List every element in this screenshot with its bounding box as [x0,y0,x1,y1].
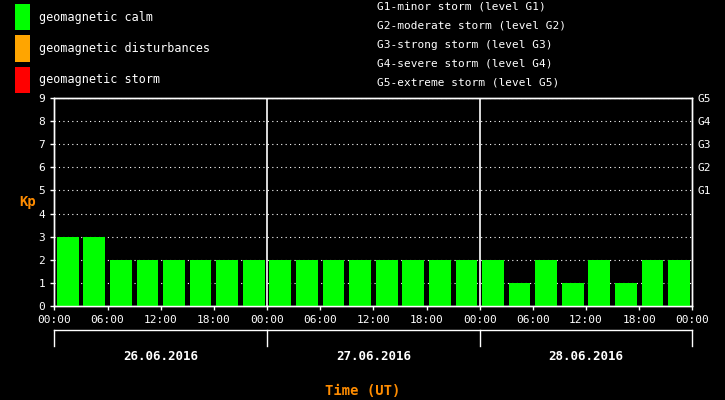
Text: G2-moderate storm (level G2): G2-moderate storm (level G2) [377,21,566,31]
Bar [429,260,451,306]
Text: G5-extreme storm (level G5): G5-extreme storm (level G5) [377,78,559,88]
Bar [668,260,690,306]
Bar [642,260,663,306]
Text: 28.06.2016: 28.06.2016 [549,350,624,363]
Bar [190,260,212,306]
Text: 26.06.2016: 26.06.2016 [123,350,198,363]
Bar [323,260,344,306]
Bar [14,35,30,62]
Bar [376,260,397,306]
Bar [562,283,584,306]
Bar [270,260,291,306]
Text: G1-minor storm (level G1): G1-minor storm (level G1) [377,2,546,12]
Bar [110,260,132,306]
Text: geomagnetic calm: geomagnetic calm [39,11,153,24]
Text: 27.06.2016: 27.06.2016 [336,350,411,363]
Bar [482,260,504,306]
Bar [136,260,158,306]
Bar [509,283,531,306]
Bar [216,260,238,306]
Bar [83,237,105,306]
Text: G4-severe storm (level G4): G4-severe storm (level G4) [377,59,552,69]
Bar [14,67,30,93]
Bar [14,4,30,30]
Text: geomagnetic disturbances: geomagnetic disturbances [39,42,210,55]
Bar [243,260,265,306]
Text: geomagnetic storm: geomagnetic storm [39,74,160,86]
Bar [535,260,557,306]
Text: G3-strong storm (level G3): G3-strong storm (level G3) [377,40,552,50]
Bar [163,260,185,306]
Bar [615,283,637,306]
Bar [589,260,610,306]
Bar [296,260,318,306]
Bar [455,260,477,306]
Bar [402,260,424,306]
Text: Time (UT): Time (UT) [325,384,400,398]
Bar [57,237,78,306]
Bar [349,260,371,306]
Y-axis label: Kp: Kp [19,195,36,209]
